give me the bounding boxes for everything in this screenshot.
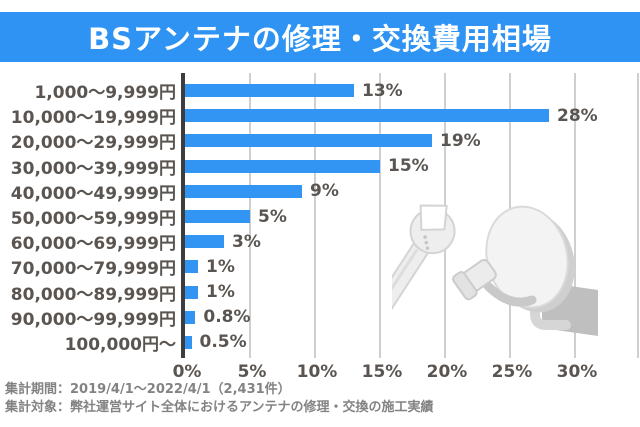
footer-scope: 集計対象：弊社運営サイト全体におけるアンテナの修理・交換の施工実績 [5,400,434,415]
x-tick-label: 15% [361,362,403,382]
x-tick-label: 25% [491,362,533,382]
x-tick-label: 20% [426,362,468,382]
category-label: 10,000〜19,999円 [10,108,176,129]
satellite-dish-wrench-illustration [392,204,598,342]
category-label: 40,000〜49,999円 [10,183,176,204]
bar [185,84,354,98]
gridline [574,73,576,358]
y-axis-line [181,73,185,358]
plot-area: 13% 28% 19% 15% 9% 5% 3% 1% 1% 0.8% 0.5% [185,73,640,358]
bar [185,184,302,198]
category-label: 100,000円〜 [64,334,176,355]
bar [185,210,250,224]
category-label: 30,000〜39,999円 [10,158,176,179]
bar-value-label: 0.5% [199,332,247,353]
bar [185,109,549,123]
bar-row: 0.5% [185,330,640,355]
x-axis-labels: 0% 5% 10% 15% 20% 25% 30% [173,362,640,384]
bar-value-label: 1% [206,256,235,277]
gridline [379,73,381,358]
bar-row: 9% [185,179,640,204]
gridline [637,73,639,358]
bar [185,335,192,349]
category-label: 70,000〜79,999円 [10,259,176,280]
x-tick-label: 30% [556,362,598,382]
bar-row: 28% [185,103,640,128]
bar [185,310,196,324]
category-axis-labels: 1,000〜9,999円 10,000〜19,999円 20,000〜29,999円… [0,78,176,355]
bar-row: 13% [185,78,640,103]
bar-row: 15% [185,154,640,179]
bar-rows: 13% 28% 19% 15% 9% 5% 3% 1% 1% 0.8% 0.5% [185,78,640,355]
x-tick-label: 0% [172,362,202,382]
category-label: 90,000〜99,999円 [10,309,176,330]
bar [185,260,198,274]
x-tick-label: 5% [237,362,267,382]
page-title: BSアンテナの修理・交換費用相場 [88,22,552,56]
gridline [249,73,251,358]
category-label: 20,000〜29,999円 [10,133,176,154]
bar-value-label: 15% [388,156,429,177]
bar [185,235,224,249]
category-label: 80,000〜89,999円 [10,284,176,305]
title-banner: BSアンテナの修理・交換費用相場 [0,12,640,62]
bar-value-label: 1% [206,282,235,303]
bar-row: 1% [185,280,640,305]
wrench-icon [392,204,456,342]
bar [185,134,432,148]
category-label: 50,000〜59,999円 [10,209,176,230]
bar-row: 5% [185,204,640,229]
footer-period: 集計期間：2019/4/1〜2022/4/1（2,431件） [5,382,291,397]
bar-value-label: 5% [258,206,287,227]
bar-row: 0.8% [185,305,640,330]
bar-row: 19% [185,128,640,153]
bar-value-label: 28% [557,105,598,126]
bar [185,285,198,299]
gridline [314,73,316,358]
bar [185,159,380,173]
bar-value-label: 3% [232,231,261,252]
bar-value-label: 9% [310,181,339,202]
satellite-dish-icon [452,205,598,336]
x-tick-label: 10% [296,362,338,382]
footer-notes: 集計期間：2019/4/1〜2022/4/1（2,431件） 集計対象：弊社運営… [5,381,433,417]
category-label: 60,000〜69,999円 [10,234,176,255]
bar-value-label: 13% [362,80,403,101]
bar-value-label: 0.8% [203,307,251,328]
bar-row: 1% [185,254,640,279]
category-label: 1,000〜9,999円 [34,83,176,104]
bar-value-label: 19% [440,130,481,151]
bar-row: 3% [185,229,640,254]
